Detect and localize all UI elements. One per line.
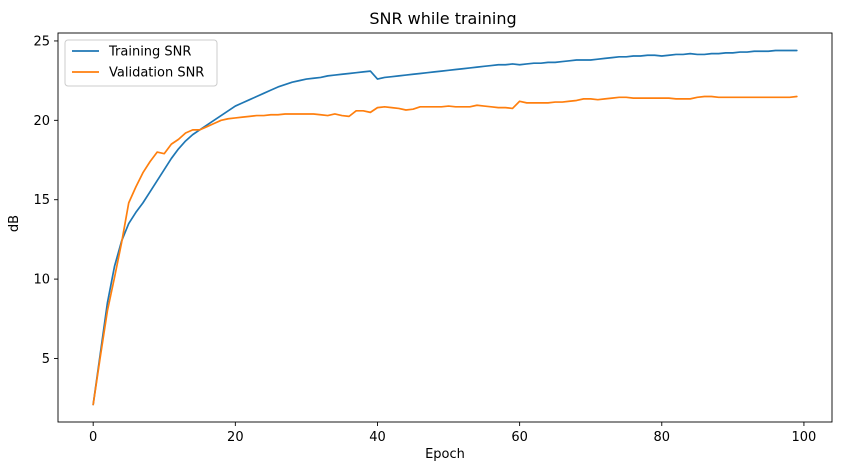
y-axis-label: dB bbox=[7, 215, 22, 232]
axes: 0 20 40 60 80 100 5 10 15 20 25 bbox=[33, 34, 816, 445]
legend: Training SNR Validation SNR bbox=[64, 39, 218, 87]
y-tick-label: 5 bbox=[42, 352, 50, 367]
legend-label: Validation SNR bbox=[109, 66, 204, 81]
y-tick-label: 15 bbox=[33, 193, 50, 208]
y-tick-label: 25 bbox=[33, 34, 50, 49]
legend-label: Training SNR bbox=[108, 45, 191, 60]
series-line-training-snr bbox=[92, 49, 798, 406]
y-tick-label: 10 bbox=[33, 273, 50, 288]
plot-frame bbox=[57, 32, 833, 423]
x-tick-label: 60 bbox=[511, 430, 528, 445]
y-tick-label: 20 bbox=[33, 114, 50, 129]
x-tick-label: 20 bbox=[227, 430, 244, 445]
legend-box bbox=[64, 39, 218, 87]
x-tick-label: 0 bbox=[89, 430, 97, 445]
chart-title: SNR while training bbox=[369, 9, 516, 28]
x-tick-label: 40 bbox=[369, 430, 386, 445]
x-axis-label: Epoch bbox=[425, 447, 465, 462]
plot-area bbox=[92, 49, 798, 406]
x-tick-label: 100 bbox=[792, 430, 817, 445]
series-line-validation-snr bbox=[92, 95, 798, 406]
x-tick-label: 80 bbox=[654, 430, 671, 445]
